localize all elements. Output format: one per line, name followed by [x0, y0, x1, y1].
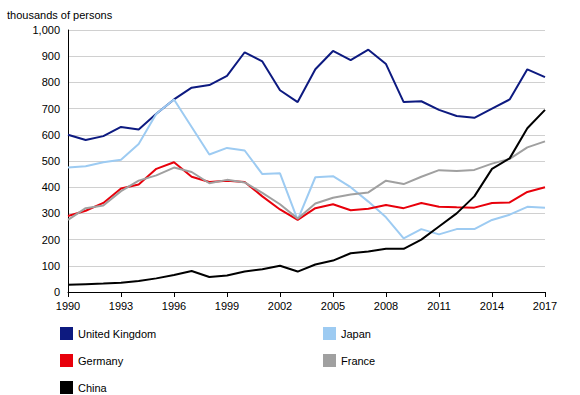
svg-text:2002: 2002 — [268, 300, 292, 312]
svg-text:100: 100 — [42, 260, 60, 272]
svg-text:500: 500 — [42, 155, 60, 167]
svg-text:2005: 2005 — [321, 300, 345, 312]
svg-text:300: 300 — [42, 207, 60, 219]
svg-text:thousands of persons: thousands of persons — [7, 9, 113, 21]
svg-text:Germany: Germany — [78, 355, 124, 367]
svg-text:200: 200 — [42, 234, 60, 246]
svg-text:800: 800 — [42, 76, 60, 88]
svg-text:1990: 1990 — [56, 300, 80, 312]
svg-text:China: China — [78, 382, 108, 394]
svg-text:France: France — [341, 355, 375, 367]
svg-text:700: 700 — [42, 103, 60, 115]
svg-text:1993: 1993 — [109, 300, 133, 312]
svg-text:0: 0 — [54, 286, 60, 298]
svg-text:900: 900 — [42, 50, 60, 62]
svg-text:Japan: Japan — [341, 328, 371, 340]
svg-text:United Kingdom: United Kingdom — [78, 328, 156, 340]
svg-text:600: 600 — [42, 129, 60, 141]
svg-text:2011: 2011 — [427, 300, 451, 312]
svg-text:2017: 2017 — [533, 300, 557, 312]
svg-text:2014: 2014 — [480, 300, 504, 312]
svg-text:1996: 1996 — [162, 300, 186, 312]
svg-text:2008: 2008 — [374, 300, 398, 312]
svg-text:400: 400 — [42, 181, 60, 193]
svg-text:1,000: 1,000 — [32, 24, 60, 36]
svg-text:1999: 1999 — [215, 300, 239, 312]
